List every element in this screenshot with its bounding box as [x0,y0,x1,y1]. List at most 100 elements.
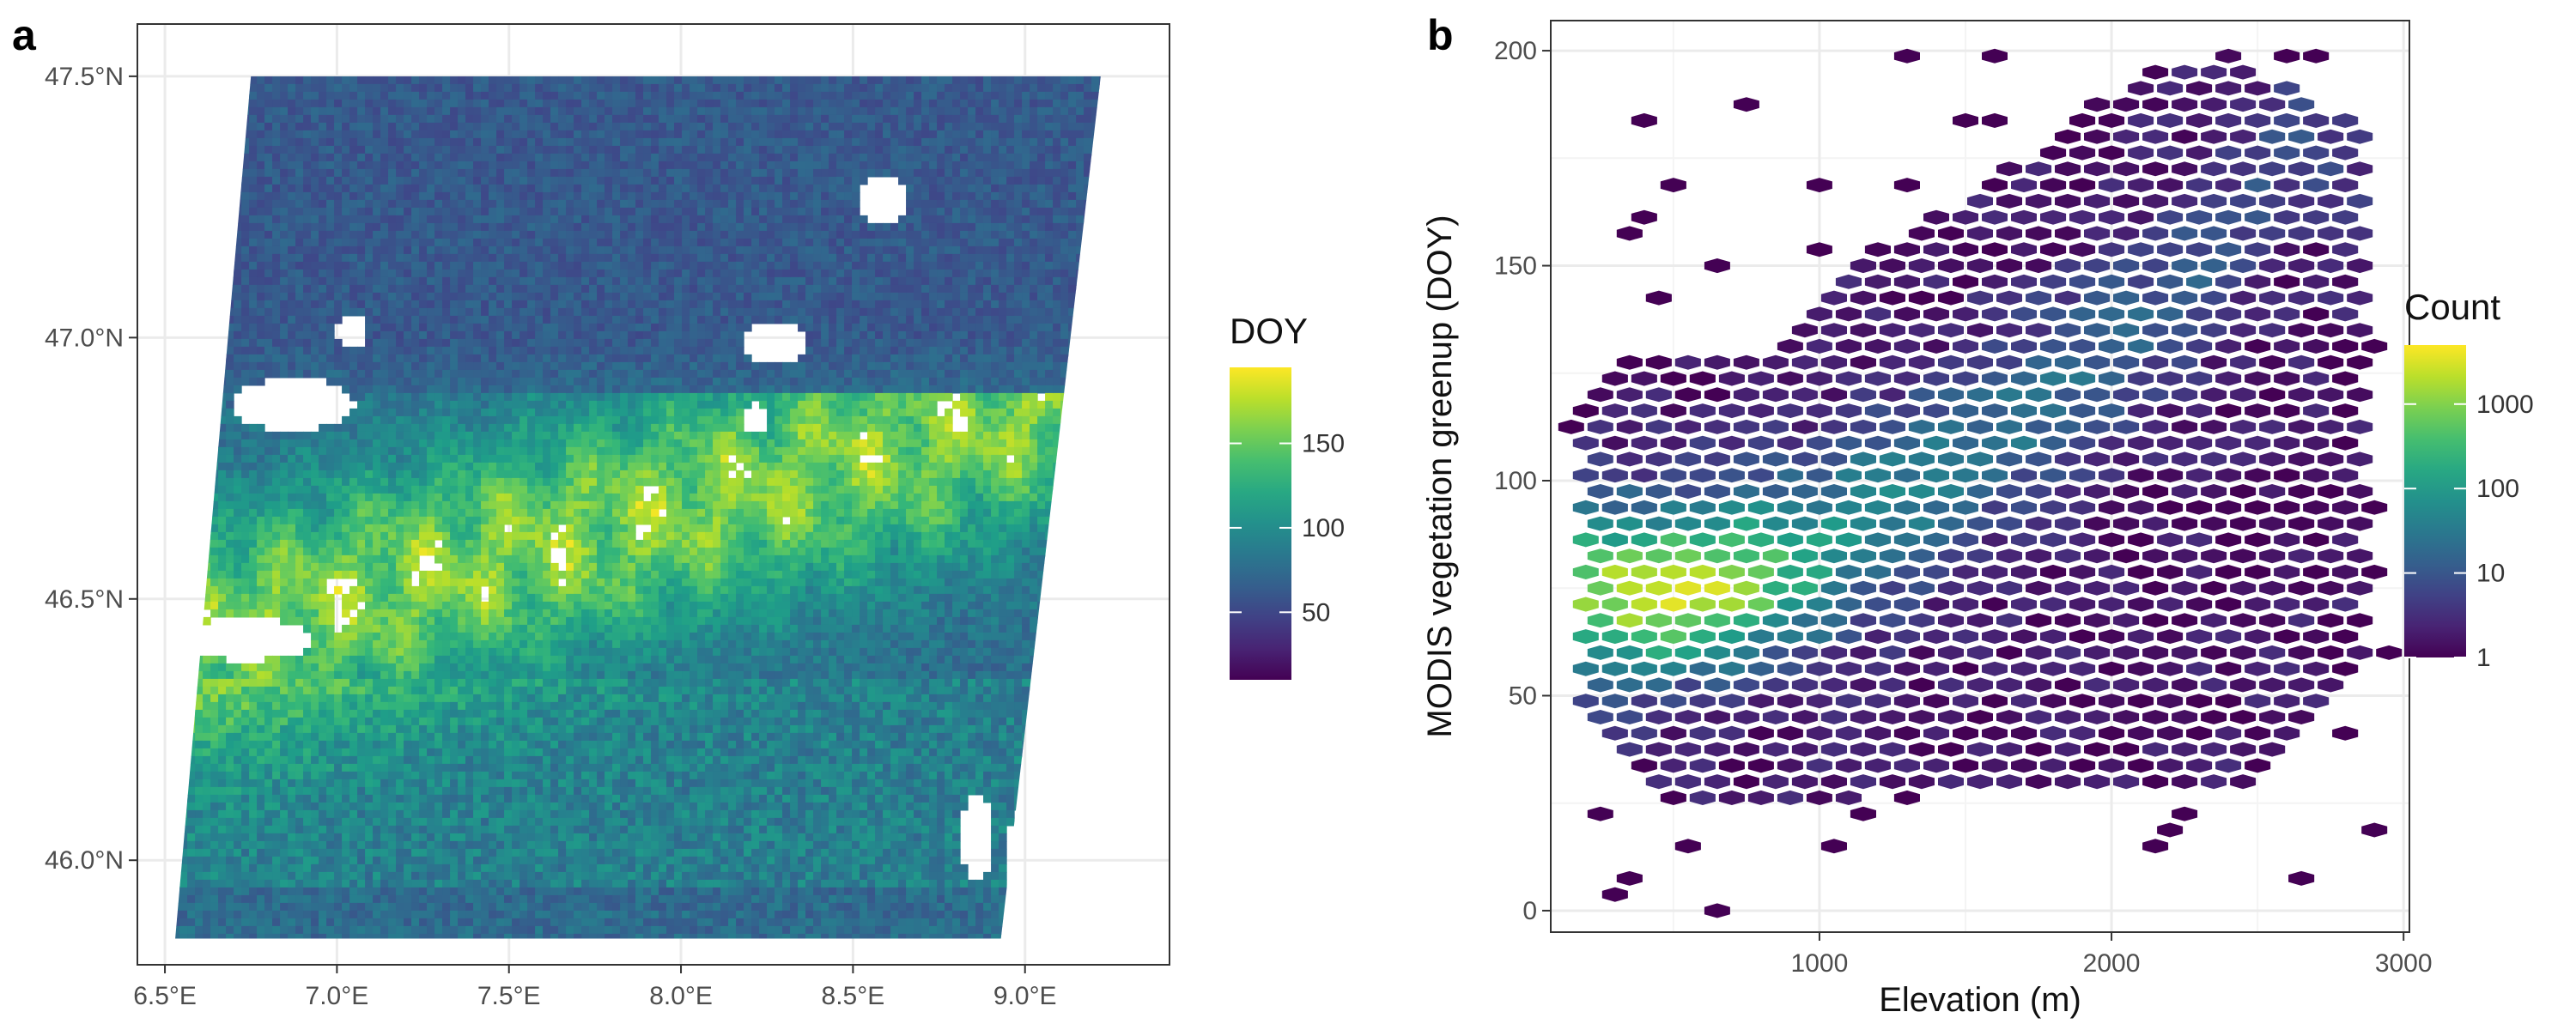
raster-cell [519,423,528,433]
raster-cell [241,184,250,193]
raster-cell [241,153,250,162]
raster-cell [365,771,374,780]
raster-cell [396,470,404,479]
raster-cell [442,632,451,641]
raster-cell [442,686,451,695]
raster-cell [295,694,304,703]
raster-cell [365,446,374,456]
raster-cell [295,578,304,587]
raster-cell [234,663,242,672]
raster-cell [527,385,536,394]
raster-cell [450,292,459,301]
raster-cell [280,848,289,857]
raster-cell [481,477,489,487]
raster-cell [388,153,397,162]
raster-cell [342,153,350,162]
raster-cell [519,500,528,510]
raster-cell [496,76,505,85]
raster-cell [465,601,474,610]
raster-cell [365,925,374,935]
raster-cell [512,547,520,556]
raster-cell [388,284,397,294]
raster-cell [396,709,404,718]
raster-cell [349,269,358,278]
raster-cell [334,99,343,108]
raster-cell [404,740,412,749]
raster-cell [481,400,489,409]
raster-cell [365,423,374,433]
raster-cell [450,578,459,587]
raster-cell [489,191,497,201]
raster-cell [365,709,374,718]
raster-cell [527,130,536,139]
raster-cell [241,694,250,703]
raster-cell [342,245,350,255]
raster-cell [218,709,227,718]
raster-cell [458,562,466,572]
raster-cell [257,161,265,170]
raster-cell [373,879,381,888]
raster-cell [419,748,428,757]
raster-cell [357,253,366,263]
raster-cell [450,887,459,896]
raster-cell [458,462,466,471]
raster-cell [326,215,335,224]
raster-cell [442,871,451,881]
raster-cell [249,477,258,487]
raster-cell [272,694,281,703]
raster-cell [458,616,466,626]
raster-cell [519,145,528,154]
raster-cell [249,500,258,510]
raster-cell [489,423,497,433]
raster-cell [311,199,319,209]
raster-cell [365,724,374,734]
raster-cell [234,245,242,255]
raster-cell [373,547,381,556]
raster-cell [388,431,397,440]
raster-cell [234,724,242,734]
raster-cell [411,184,420,193]
raster-cell [388,315,397,324]
raster-cell [303,833,312,842]
raster-cell [427,423,435,433]
raster-cell [504,894,513,904]
raster-cell [427,678,435,688]
raster-cell [357,199,366,209]
raster-cell [473,802,482,811]
raster-cell [473,199,482,209]
raster-cell [388,377,397,386]
raster-cell [241,933,250,939]
raster-cell [434,779,443,788]
raster-cell [295,840,304,850]
raster-cell [234,315,242,324]
raster-cell [465,809,474,819]
raster-cell [365,500,374,510]
raster-cell [473,153,482,162]
raster-cell [512,508,520,518]
raster-cell [234,894,242,904]
raster-cell [357,99,366,108]
raster-cell [450,245,459,255]
raster-cell [496,485,505,494]
raster-cell [388,106,397,116]
raster-cell [450,748,459,757]
raster-cell [303,361,312,371]
raster-cell [458,253,466,263]
raster-cell [234,477,242,487]
raster-cell [512,477,520,487]
raster-cell [504,184,513,193]
raster-cell [241,670,250,680]
raster-cell [411,701,420,711]
raster-cell [473,794,482,803]
raster-cell [365,145,374,154]
raster-cell [450,717,459,726]
raster-cell [427,902,435,912]
raster-cell [311,554,319,564]
raster-cell [365,276,374,286]
raster-cell [465,493,474,502]
raster-cell [280,184,289,193]
raster-cell [226,794,234,803]
raster-cell [434,269,443,278]
raster-cell [334,191,343,201]
raster-cell [187,802,196,811]
